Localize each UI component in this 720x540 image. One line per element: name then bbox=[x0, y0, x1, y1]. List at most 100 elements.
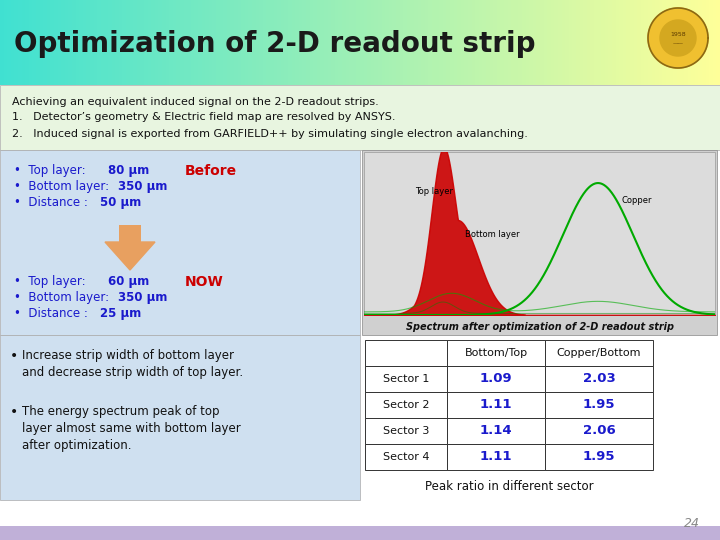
Text: 350 μm: 350 μm bbox=[118, 291, 167, 304]
Bar bbox=[464, 0, 469, 85]
Bar bbox=[447, 444, 545, 470]
Bar bbox=[115, 0, 120, 85]
Bar bbox=[547, 0, 552, 85]
Bar bbox=[407, 0, 411, 85]
Bar bbox=[666, 0, 670, 85]
Text: Bottom/Top: Bottom/Top bbox=[464, 348, 528, 358]
Bar bbox=[447, 392, 545, 418]
Text: Sector 4: Sector 4 bbox=[383, 452, 429, 462]
Bar bbox=[554, 0, 559, 85]
Bar bbox=[500, 0, 505, 85]
Bar bbox=[594, 0, 598, 85]
Bar bbox=[259, 0, 264, 85]
Text: Increase strip width of bottom layer
and decrease strip width of top layer.: Increase strip width of bottom layer and… bbox=[22, 349, 243, 379]
Bar bbox=[277, 0, 282, 85]
Text: 25 μm: 25 μm bbox=[100, 307, 141, 320]
Bar bbox=[353, 0, 357, 85]
Bar bbox=[558, 0, 562, 85]
Bar bbox=[414, 0, 418, 85]
Bar bbox=[389, 0, 393, 85]
Bar bbox=[166, 0, 170, 85]
Bar bbox=[580, 0, 584, 85]
Bar bbox=[320, 0, 325, 85]
Bar bbox=[338, 0, 343, 85]
Text: 2.   Induced signal is exported from GARFIELD++ by simulating single electron av: 2. Induced signal is exported from GARFI… bbox=[12, 129, 528, 139]
Bar bbox=[0, 0, 4, 85]
Bar bbox=[288, 0, 292, 85]
Bar bbox=[227, 0, 231, 85]
Bar bbox=[112, 0, 116, 85]
Bar bbox=[493, 0, 498, 85]
Bar bbox=[209, 0, 213, 85]
Bar bbox=[508, 0, 512, 85]
Polygon shape bbox=[648, 8, 708, 68]
Bar bbox=[133, 0, 138, 85]
Bar bbox=[191, 0, 195, 85]
Bar bbox=[25, 0, 30, 85]
Bar bbox=[47, 0, 51, 85]
Text: 2.06: 2.06 bbox=[582, 424, 616, 437]
Bar bbox=[43, 0, 48, 85]
Bar bbox=[94, 0, 98, 85]
Text: •  Top layer:: • Top layer: bbox=[14, 164, 89, 177]
Bar bbox=[119, 225, 141, 242]
Bar bbox=[364, 0, 368, 85]
Bar bbox=[511, 0, 516, 85]
Bar bbox=[342, 0, 346, 85]
Text: Top layer: Top layer bbox=[415, 187, 453, 196]
Bar bbox=[709, 0, 714, 85]
Bar bbox=[187, 0, 192, 85]
Text: NOW: NOW bbox=[185, 275, 224, 289]
Text: 350 μm: 350 μm bbox=[118, 180, 167, 193]
Bar bbox=[482, 0, 487, 85]
Text: Optimization of 2-D readout strip: Optimization of 2-D readout strip bbox=[14, 30, 536, 58]
Bar bbox=[439, 0, 444, 85]
Bar bbox=[364, 152, 715, 315]
Bar bbox=[652, 0, 656, 85]
Bar bbox=[126, 0, 130, 85]
Bar bbox=[14, 0, 19, 85]
Bar bbox=[169, 0, 174, 85]
Bar bbox=[144, 0, 148, 85]
Text: Sector 3: Sector 3 bbox=[383, 426, 429, 436]
Bar bbox=[637, 0, 642, 85]
Bar bbox=[266, 0, 271, 85]
Bar bbox=[616, 0, 620, 85]
Bar bbox=[54, 0, 58, 85]
Bar bbox=[418, 0, 422, 85]
Bar bbox=[443, 0, 447, 85]
Bar bbox=[468, 0, 472, 85]
Bar bbox=[122, 0, 127, 85]
Bar bbox=[101, 0, 105, 85]
Bar bbox=[695, 0, 699, 85]
Bar bbox=[562, 0, 566, 85]
Bar bbox=[331, 0, 336, 85]
Text: Copper/Bottom: Copper/Bottom bbox=[557, 348, 642, 358]
Bar bbox=[270, 0, 274, 85]
Bar bbox=[447, 340, 545, 366]
Bar bbox=[545, 418, 653, 444]
Bar bbox=[79, 0, 84, 85]
Bar bbox=[371, 0, 375, 85]
Bar bbox=[220, 0, 224, 85]
Bar bbox=[90, 0, 94, 85]
Text: Spectrum after optimization of 2-D readout strip: Spectrum after optimization of 2-D reado… bbox=[405, 322, 673, 332]
Bar bbox=[706, 0, 710, 85]
Text: •  Bottom layer:: • Bottom layer: bbox=[14, 291, 113, 304]
Bar bbox=[360, 0, 364, 85]
Bar bbox=[365, 392, 447, 418]
Text: Bottom layer: Bottom layer bbox=[465, 231, 520, 239]
Bar bbox=[515, 0, 519, 85]
Bar bbox=[432, 0, 436, 85]
Bar bbox=[396, 0, 400, 85]
Bar bbox=[216, 0, 220, 85]
Bar bbox=[310, 0, 314, 85]
Bar bbox=[18, 0, 22, 85]
Polygon shape bbox=[660, 20, 696, 56]
Bar bbox=[140, 0, 145, 85]
Bar bbox=[365, 366, 447, 392]
Bar bbox=[346, 0, 350, 85]
Bar bbox=[545, 444, 653, 470]
Text: 1.11: 1.11 bbox=[480, 450, 512, 463]
Bar bbox=[238, 0, 242, 85]
